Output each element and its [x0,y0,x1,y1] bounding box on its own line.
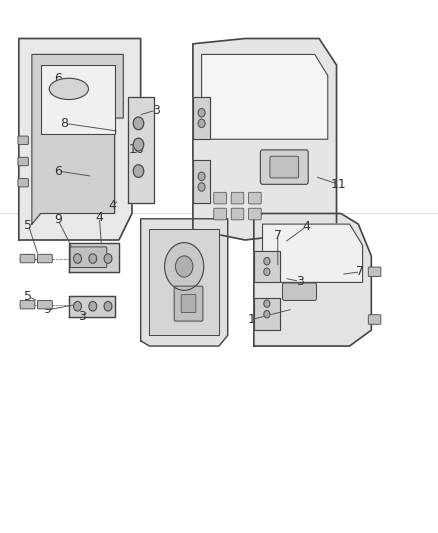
Circle shape [176,256,193,277]
Text: 4: 4 [95,211,103,224]
FancyBboxPatch shape [18,157,28,166]
Circle shape [198,109,205,117]
Polygon shape [193,160,210,203]
Ellipse shape [49,78,88,100]
Circle shape [104,302,112,311]
Text: 10: 10 [128,143,144,156]
FancyBboxPatch shape [368,315,381,324]
Text: 7: 7 [357,265,364,278]
FancyBboxPatch shape [38,254,52,263]
FancyBboxPatch shape [249,208,261,220]
Circle shape [264,311,270,318]
FancyBboxPatch shape [260,150,308,184]
Circle shape [133,117,144,130]
Circle shape [74,254,81,263]
Circle shape [198,183,205,191]
FancyBboxPatch shape [20,254,35,263]
Circle shape [264,268,270,276]
FancyBboxPatch shape [214,192,226,204]
Circle shape [89,302,97,311]
Text: 8: 8 [60,117,68,130]
FancyBboxPatch shape [18,179,28,187]
Circle shape [74,302,81,311]
Polygon shape [193,97,210,139]
Text: 5: 5 [25,290,32,303]
Text: 9: 9 [43,303,51,317]
FancyBboxPatch shape [270,156,299,178]
Polygon shape [254,298,280,330]
Text: 3: 3 [78,310,86,324]
Text: 3: 3 [296,275,304,288]
FancyBboxPatch shape [181,295,196,313]
FancyBboxPatch shape [283,283,317,301]
FancyBboxPatch shape [38,301,52,309]
FancyBboxPatch shape [368,267,381,277]
Text: 4: 4 [109,199,117,212]
Text: 1: 1 [248,313,256,326]
Circle shape [133,165,144,177]
Polygon shape [69,296,115,317]
Text: 11: 11 [331,178,346,191]
Polygon shape [69,243,119,272]
Circle shape [264,257,270,265]
Text: 7: 7 [25,253,32,266]
Polygon shape [19,38,141,240]
Text: 7: 7 [274,229,282,242]
Polygon shape [32,54,123,224]
FancyBboxPatch shape [20,301,35,309]
FancyBboxPatch shape [249,192,261,204]
Text: 9: 9 [54,213,62,227]
Text: 6: 6 [54,72,62,85]
Text: 4: 4 [302,220,310,233]
Polygon shape [193,38,336,240]
Polygon shape [254,214,371,346]
Polygon shape [254,251,280,282]
FancyBboxPatch shape [70,247,107,268]
Polygon shape [141,219,228,346]
Text: 5: 5 [25,219,32,232]
Polygon shape [41,65,115,134]
Circle shape [89,254,97,263]
Circle shape [198,172,205,181]
FancyBboxPatch shape [214,208,226,220]
Polygon shape [149,229,219,335]
FancyBboxPatch shape [231,192,244,204]
Polygon shape [262,224,363,282]
Polygon shape [127,97,154,203]
Circle shape [104,254,112,263]
FancyBboxPatch shape [174,286,203,321]
FancyBboxPatch shape [18,136,28,144]
Circle shape [264,300,270,308]
Text: 6: 6 [54,165,62,177]
Text: 2: 2 [170,247,177,260]
Polygon shape [201,54,328,139]
Circle shape [133,138,144,151]
Text: 3: 3 [152,103,160,117]
FancyBboxPatch shape [231,208,244,220]
Circle shape [165,243,204,290]
Circle shape [198,119,205,127]
